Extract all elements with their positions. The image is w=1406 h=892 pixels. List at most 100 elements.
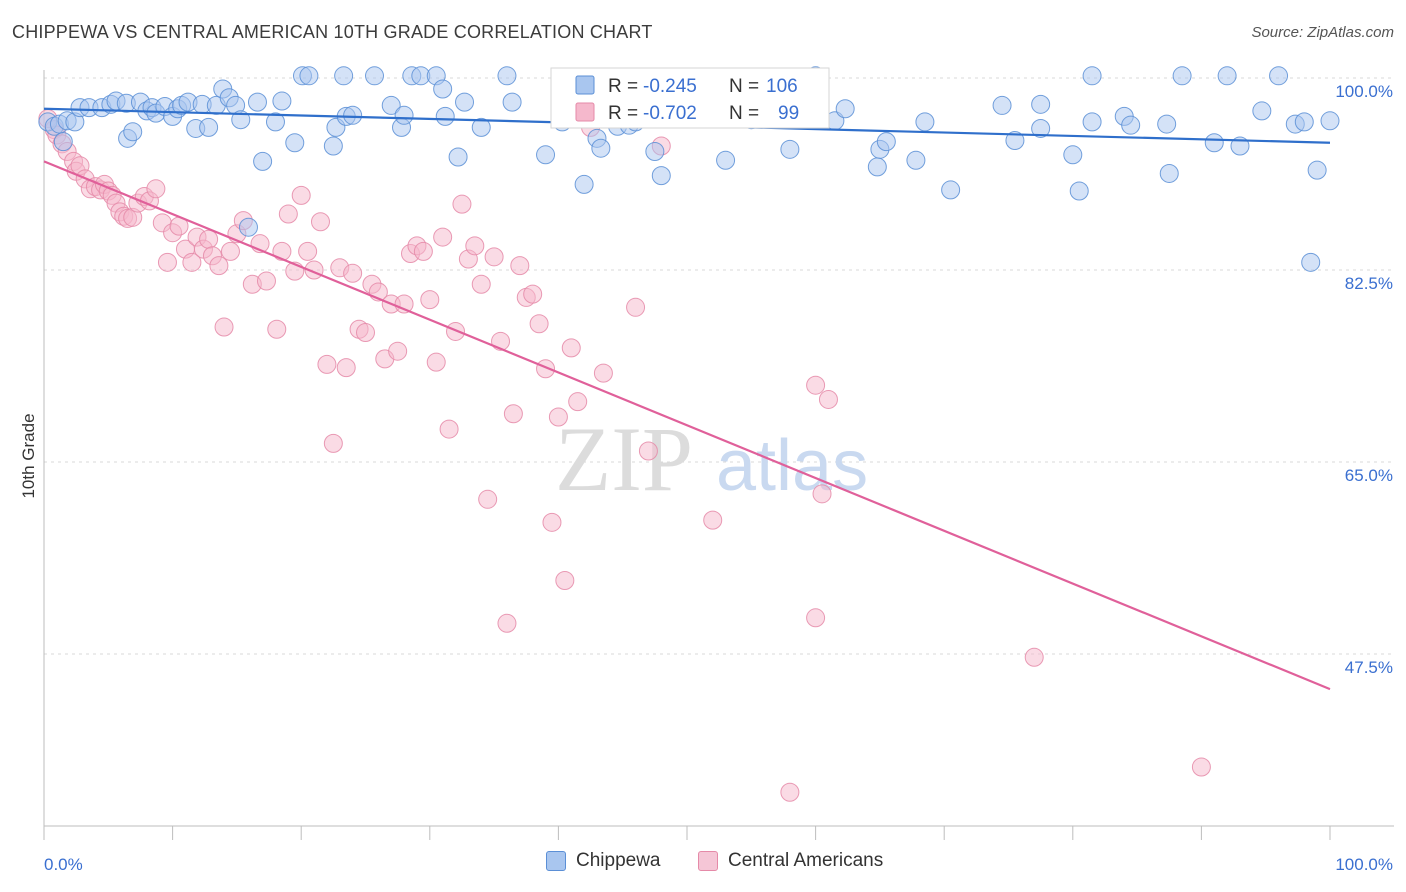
- point-chippewa-58: [536, 145, 556, 165]
- point-central-americans-79: [503, 404, 523, 424]
- point-central-americans-53: [336, 358, 356, 378]
- x-tick-label-1: 100.0%: [1335, 855, 1393, 874]
- y-tick-label-2: 82.5%: [1345, 274, 1393, 293]
- point-chippewa-56: [497, 66, 517, 86]
- point-central-americans-102: [780, 782, 800, 802]
- point-central-americans-32: [199, 229, 219, 249]
- x-tick-label-0: 0.0%: [44, 855, 83, 874]
- point-central-americans-95: [703, 510, 723, 530]
- point-central-americans-80: [510, 256, 530, 276]
- point-chippewa-43: [343, 105, 363, 125]
- point-chippewa-51: [433, 79, 453, 99]
- point-central-americans-42: [267, 319, 287, 339]
- watermark-zip: ZIP: [555, 408, 693, 510]
- point-chippewa-57: [502, 92, 522, 112]
- point-central-americans-93: [638, 441, 658, 461]
- point-central-americans-68: [433, 227, 453, 247]
- point-chippewa-71: [780, 139, 800, 159]
- point-chippewa-101: [1301, 252, 1321, 272]
- point-central-americans-35: [214, 317, 234, 337]
- point-chippewa-44: [365, 66, 385, 86]
- axes: [43, 70, 1394, 840]
- point-chippewa-79: [915, 112, 935, 132]
- point-central-americans-54: [343, 263, 363, 283]
- point-chippewa-47: [394, 105, 414, 125]
- y-axis-title: 10th Grade: [19, 413, 38, 498]
- point-central-americans-99: [818, 389, 838, 409]
- point-chippewa-88: [1082, 66, 1102, 86]
- stats-legend: R = -0.245 N = 106 R = -0.702 N = 99: [550, 67, 830, 129]
- legend-swatch-pink: [698, 851, 718, 871]
- point-chippewa-55: [471, 117, 491, 137]
- point-chippewa-34: [265, 112, 285, 132]
- point-central-americans-85: [542, 512, 562, 532]
- point-chippewa-82: [1005, 131, 1025, 151]
- point-chippewa-30: [231, 110, 251, 130]
- point-chippewa-60: [574, 174, 594, 194]
- point-chippewa-54: [455, 92, 475, 112]
- legend-swatch-central-americans: [575, 102, 595, 122]
- point-chippewa-32: [247, 92, 267, 112]
- point-central-americans-87: [555, 570, 575, 590]
- point-chippewa-97: [1252, 101, 1272, 121]
- legend-n-label-2: N =: [729, 103, 759, 124]
- point-central-americans-49: [310, 212, 330, 232]
- point-chippewa-52: [435, 106, 455, 126]
- bottom-legend: Chippewa Central Americans: [0, 850, 1406, 880]
- point-central-americans-50: [317, 354, 337, 374]
- trend-lines: [43, 107, 1331, 691]
- y-tick-label-0: 47.5%: [1345, 658, 1393, 677]
- legend-r-label-1: R =: [608, 76, 638, 97]
- point-central-americans-97: [806, 608, 826, 628]
- point-chippewa-85: [1063, 145, 1083, 165]
- point-central-americans-67: [426, 352, 446, 372]
- point-central-americans-65: [413, 241, 433, 261]
- point-central-americans-71: [452, 194, 472, 214]
- legend-r-value-2: -0.702: [643, 103, 697, 124]
- legend-swatch-chippewa: [575, 75, 595, 95]
- point-chippewa-102: [1307, 160, 1327, 180]
- point-chippewa-103: [1320, 111, 1340, 131]
- point-central-americans-74: [471, 274, 491, 294]
- point-chippewa-41: [334, 66, 354, 86]
- point-chippewa-86: [1069, 181, 1089, 201]
- point-chippewa-74: [835, 99, 855, 119]
- point-chippewa-83: [1031, 118, 1051, 138]
- point-central-americans-82: [523, 284, 543, 304]
- point-chippewa-35: [272, 91, 292, 111]
- point-chippewa-81: [992, 95, 1012, 115]
- point-chippewa-84: [1031, 94, 1051, 114]
- point-central-americans-101: [1191, 757, 1211, 777]
- point-chippewa-39: [323, 136, 343, 156]
- point-central-americans-89: [568, 392, 588, 412]
- x-tick-labels: 0.0% 100.0%: [44, 855, 1393, 874]
- y-tick-label-1: 65.0%: [1345, 466, 1393, 485]
- point-chippewa-13: [123, 122, 143, 142]
- point-chippewa-95: [1217, 66, 1237, 86]
- point-central-americans-73: [465, 236, 485, 256]
- series-chippewa: [38, 66, 1340, 272]
- y-tick-labels: 47.5% 65.0% 82.5% 100.0%: [1335, 82, 1393, 677]
- point-central-americans-23: [146, 179, 166, 199]
- point-chippewa-90: [1121, 115, 1141, 135]
- bottom-legend-label-chippewa: Chippewa: [576, 850, 661, 871]
- point-central-americans-100: [1024, 647, 1044, 667]
- point-chippewa-92: [1159, 163, 1179, 183]
- point-chippewa-45: [381, 95, 401, 115]
- point-central-americans-83: [529, 314, 549, 334]
- point-central-americans-92: [626, 297, 646, 317]
- point-central-americans-56: [356, 323, 375, 343]
- point-chippewa-98: [1269, 66, 1289, 86]
- watermark-atlas: atlas: [716, 426, 868, 506]
- point-chippewa-38: [299, 66, 319, 86]
- legend-n-value-1: 106: [766, 76, 798, 97]
- point-central-americans-98: [812, 484, 832, 504]
- point-central-americans-43: [272, 241, 292, 261]
- point-chippewa-69: [716, 150, 736, 170]
- point-central-americans-66: [420, 290, 440, 310]
- point-central-americans-61: [388, 341, 408, 361]
- point-chippewa-80: [941, 180, 961, 200]
- point-chippewa-78: [906, 150, 926, 170]
- point-central-americans-36: [220, 241, 240, 261]
- legend-swatch-blue: [546, 851, 566, 871]
